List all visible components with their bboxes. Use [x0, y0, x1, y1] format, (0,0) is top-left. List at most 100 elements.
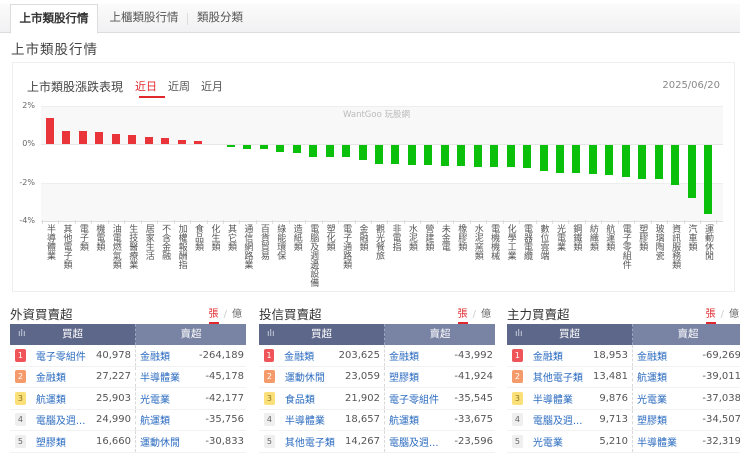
sell-sector-link[interactable]: 電腦及週... — [389, 437, 439, 449]
range-tab-day[interactable]: 近日 — [135, 80, 157, 93]
active-range-underline — [139, 96, 165, 98]
bar-2[interactable] — [78, 130, 87, 144]
sell-sector-link[interactable]: 金融類 — [140, 351, 170, 363]
buy-sector-link[interactable]: 光電業 — [532, 437, 563, 449]
tab-otc-sectors[interactable]: 上櫃類股行情 — [109, 10, 179, 24]
bar-8[interactable] — [177, 139, 186, 144]
unit-lots-toggle[interactable]: 張 — [457, 309, 468, 324]
bar-1[interactable] — [62, 130, 71, 144]
table-row: 2 運動休閒 23,059 塑膠類 -41,924 — [259, 366, 495, 388]
bar-6[interactable] — [144, 137, 153, 144]
bar-32[interactable] — [572, 145, 581, 174]
buy-sector-link[interactable]: 運動休閒 — [284, 373, 325, 385]
tab-listed-sectors[interactable]: 上市類股行情 — [10, 4, 98, 34]
bar-30[interactable] — [539, 145, 548, 172]
bar-13[interactable] — [259, 145, 268, 150]
bar-33[interactable] — [588, 145, 597, 175]
bar-12[interactable] — [243, 145, 252, 150]
bar-0[interactable] — [46, 118, 54, 144]
buy-sector-link[interactable]: 電腦及週... — [532, 416, 583, 428]
buy-sector-link[interactable]: 金融類 — [35, 373, 66, 385]
bar-28[interactable] — [506, 145, 515, 167]
sell-sector-link[interactable]: 塑膠類 — [389, 373, 419, 385]
unit-lots-toggle[interactable]: 張 — [208, 309, 219, 324]
unit-lots-toggle[interactable]: 張 — [705, 309, 716, 324]
sell-sector-link[interactable]: 航運類 — [140, 416, 170, 428]
unit-billion-toggle[interactable]: 億 — [232, 309, 242, 320]
range-tab-week[interactable]: 近周 — [168, 80, 190, 93]
bar-36[interactable] — [638, 145, 647, 179]
bar-18[interactable] — [342, 145, 351, 158]
buy-sector-link[interactable]: 金融類 — [284, 351, 315, 363]
bar-17[interactable] — [325, 145, 334, 157]
x-label: 鋼鐵類 — [571, 224, 582, 251]
table-title: 外資買賣超 — [10, 307, 73, 322]
range-tab-month[interactable]: 近月 — [201, 80, 223, 93]
buy-sector-link[interactable]: 半導體業 — [532, 394, 573, 406]
unit-billion-toggle[interactable]: 億 — [729, 309, 739, 320]
bar-24[interactable] — [440, 145, 449, 166]
bar-39[interactable] — [687, 145, 696, 199]
x-label: 居家生活 — [143, 224, 154, 260]
sell-sector-link[interactable]: 金融類 — [389, 351, 419, 363]
sell-sector-link[interactable]: 航運類 — [389, 416, 419, 428]
bar-5[interactable] — [128, 134, 137, 144]
bar-3[interactable] — [95, 132, 104, 144]
sell-sector-link[interactable]: 塑膠類 — [637, 416, 667, 428]
buy-sector-link[interactable]: 塑膠類 — [35, 437, 66, 449]
sell-value: -39,011 — [702, 371, 740, 383]
bar-20[interactable] — [375, 145, 383, 164]
tab-sector-classification[interactable]: 類股分類 — [197, 10, 243, 24]
bar-9[interactable] — [194, 140, 203, 144]
buy-sector-link[interactable]: 其他電子類 — [284, 437, 335, 449]
buy-sector-link[interactable]: 金融類 — [532, 351, 563, 363]
bar-19[interactable] — [358, 145, 367, 161]
bar-27[interactable] — [490, 145, 499, 167]
bar-38[interactable] — [671, 145, 680, 185]
sell-sector-link[interactable]: 航運類 — [637, 373, 667, 385]
bar-4[interactable] — [111, 134, 120, 144]
bar-22[interactable] — [407, 145, 416, 165]
bar-16[interactable] — [309, 145, 318, 157]
table-row: 5 塑膠類 16,660 運動休閒 -30,833 — [10, 431, 246, 453]
buy-sector-link[interactable]: 半導體業 — [284, 416, 325, 428]
y-tick: -2% — [19, 178, 35, 187]
sell-cell: 金融類 -43,992 — [385, 345, 495, 366]
bar-35[interactable] — [621, 145, 630, 177]
x-label: 食品類 — [193, 224, 204, 251]
bar-23[interactable] — [424, 145, 433, 166]
sell-value: -30,833 — [205, 435, 244, 447]
bar-34[interactable] — [605, 145, 614, 175]
sell-sector-link[interactable]: 電子零組件 — [389, 394, 439, 406]
buy-value: 203,625 — [338, 349, 380, 361]
bar-21[interactable] — [391, 145, 400, 164]
bar-29[interactable] — [523, 145, 532, 168]
buy-sector-link[interactable]: 食品類 — [284, 394, 315, 406]
buy-sector-link[interactable]: 電子零組件 — [35, 351, 86, 363]
sell-sector-link[interactable]: 半導體業 — [140, 373, 180, 385]
bar-31[interactable] — [555, 145, 564, 174]
sell-sector-link[interactable]: 金融類 — [637, 351, 667, 363]
bar-25[interactable] — [457, 145, 466, 166]
rank-badge: 4 — [264, 413, 275, 427]
buy-sector-link[interactable]: 電腦及週... — [35, 416, 86, 428]
x-label: 塑膠類 — [637, 224, 648, 251]
table-rows: 1 金融類 203,625 金融類 -43,992 2 運動休閒 23,059 … — [259, 345, 495, 453]
bar-15[interactable] — [292, 145, 301, 153]
buy-sector-link[interactable]: 航運類 — [35, 394, 66, 406]
bar-7[interactable] — [161, 138, 170, 144]
sell-sector-link[interactable]: 光電業 — [140, 394, 170, 406]
buy-sector-link[interactable]: 其他電子類 — [532, 373, 583, 385]
sell-sector-link[interactable]: 運動休閒 — [140, 437, 180, 449]
bar-14[interactable] — [276, 145, 285, 152]
bar-40[interactable] — [704, 145, 712, 214]
bar-37[interactable] — [654, 145, 663, 180]
bar-11[interactable] — [226, 145, 235, 148]
rank-badge: 3 — [15, 391, 26, 405]
rank-badge: 1 — [15, 348, 26, 362]
bar-26[interactable] — [473, 145, 482, 167]
unit-billion-toggle[interactable]: 億 — [481, 309, 491, 320]
sell-sector-link[interactable]: 光電業 — [637, 394, 667, 406]
x-label: 非電指 — [390, 224, 401, 251]
sell-sector-link[interactable]: 半導體業 — [637, 437, 677, 449]
